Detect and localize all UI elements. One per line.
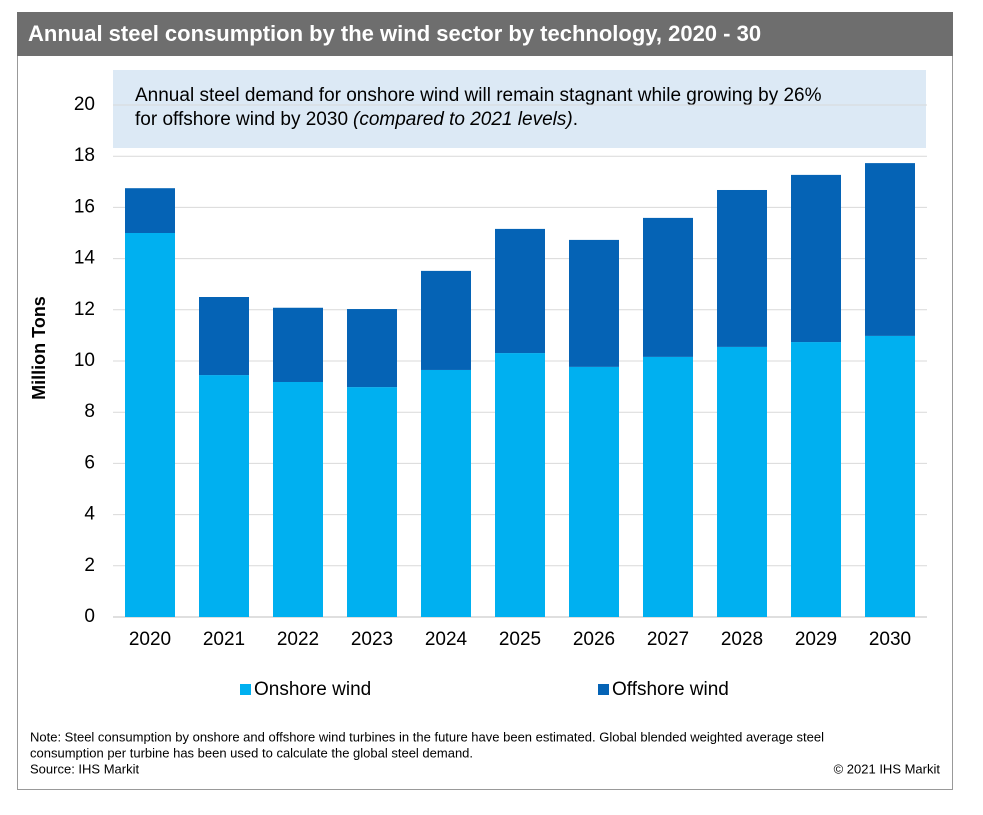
x-tick-label: 2025 — [499, 629, 541, 650]
bar-segment — [569, 366, 619, 617]
y-tick-label: 18 — [74, 145, 95, 166]
chart-title: Annual steel consumption by the wind sec… — [28, 21, 761, 46]
y-tick-label: 0 — [84, 606, 95, 627]
legend-label: Onshore wind — [254, 679, 371, 700]
x-tick-label: 2027 — [647, 629, 689, 650]
x-tick-label: 2029 — [795, 629, 837, 650]
y-tick-label: 8 — [84, 401, 95, 422]
bar-segment — [643, 356, 693, 617]
y-tick-label: 2 — [84, 555, 95, 576]
x-tick-label: 2024 — [425, 629, 468, 650]
bar-segment — [569, 239, 619, 367]
bar-segment — [273, 381, 323, 617]
legend-label: Offshore wind — [612, 679, 729, 700]
y-tick-label: 20 — [74, 94, 95, 115]
bar-segment — [421, 270, 471, 370]
y-axis-title: Million Tons — [29, 296, 49, 400]
x-tick-label: 2026 — [573, 629, 615, 650]
title-bar — [17, 12, 953, 56]
bar-segment — [125, 188, 175, 233]
x-tick-label: 2030 — [869, 629, 911, 650]
x-tick-label: 2023 — [351, 629, 393, 650]
bar-segment — [495, 353, 545, 617]
source: Source: IHS Markit — [30, 761, 139, 776]
bar-segment — [791, 342, 841, 617]
y-tick-label: 16 — [74, 196, 95, 217]
bar-segment — [865, 335, 915, 617]
y-tick-label: 6 — [84, 452, 95, 473]
x-tick-label: 2020 — [129, 629, 171, 650]
annotation-end: . — [573, 109, 578, 130]
y-tick-label: 4 — [84, 504, 95, 525]
bar-segment — [495, 228, 545, 354]
bar-segment — [125, 233, 175, 617]
bar-segment — [717, 189, 767, 347]
annotation-emphasis: (compared to 2021 levels) — [353, 109, 573, 130]
x-tick-label: 2028 — [721, 629, 763, 650]
copyright: © 2021 IHS Markit — [834, 761, 941, 776]
x-tick-label: 2021 — [203, 629, 245, 650]
y-tick-label: 12 — [74, 299, 95, 320]
x-tick-label: 2022 — [277, 629, 319, 650]
y-tick-label: 10 — [74, 350, 95, 371]
y-tick-label: 14 — [74, 248, 96, 269]
annotation-box — [113, 70, 926, 148]
note: Note: Steel consumption by onshore and o… — [30, 729, 824, 744]
bar-segment — [199, 375, 249, 617]
note: consumption per turbine has been used to… — [30, 745, 473, 760]
legend-swatch — [598, 684, 609, 695]
bar-segment — [717, 346, 767, 617]
bar-segment — [791, 174, 841, 343]
bar-segment — [273, 307, 323, 382]
annotation-line: for offshore wind by 2030 (compared to 20… — [135, 109, 578, 130]
annotation-line: Annual steel demand for onshore wind wil… — [135, 85, 822, 106]
bar-segment — [199, 297, 249, 376]
bar-segment — [643, 217, 693, 357]
bar-segment — [421, 369, 471, 617]
bar-segment — [865, 163, 915, 336]
bar-segment — [347, 387, 397, 617]
annotation-text: for offshore wind by 2030 — [135, 109, 348, 130]
legend-swatch — [240, 684, 251, 695]
bar-segment — [347, 309, 397, 388]
